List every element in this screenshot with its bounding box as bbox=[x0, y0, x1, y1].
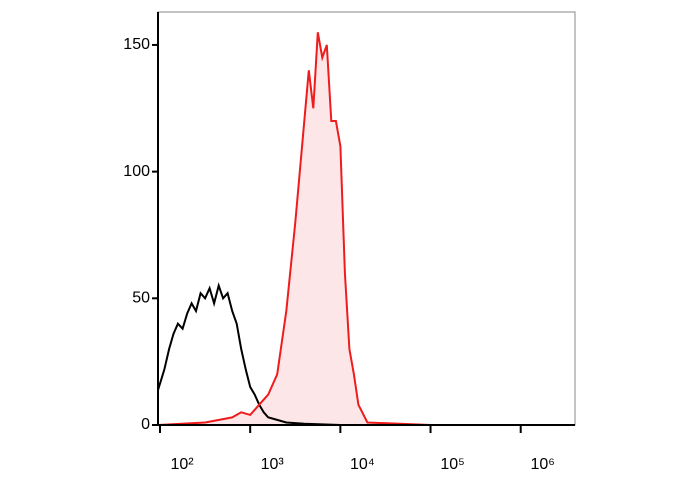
x-tick-label: 10⁶ bbox=[531, 456, 555, 473]
histogram-line bbox=[157, 282, 575, 426]
x-tick-label: 10³ bbox=[261, 456, 285, 473]
y-tick-label: 0 bbox=[141, 416, 150, 433]
x-tick-label: 10⁴ bbox=[350, 456, 375, 473]
area-fill bbox=[158, 32, 575, 426]
y-tick-label: 150 bbox=[123, 36, 150, 53]
x-tick-label: 10⁵ bbox=[440, 456, 464, 473]
plot-frame bbox=[157, 11, 576, 426]
y-tick-label: 50 bbox=[132, 290, 150, 307]
histogram-line bbox=[158, 32, 575, 426]
y-tick-label: 100 bbox=[123, 163, 150, 180]
x-tick-label: 10² bbox=[170, 456, 194, 473]
